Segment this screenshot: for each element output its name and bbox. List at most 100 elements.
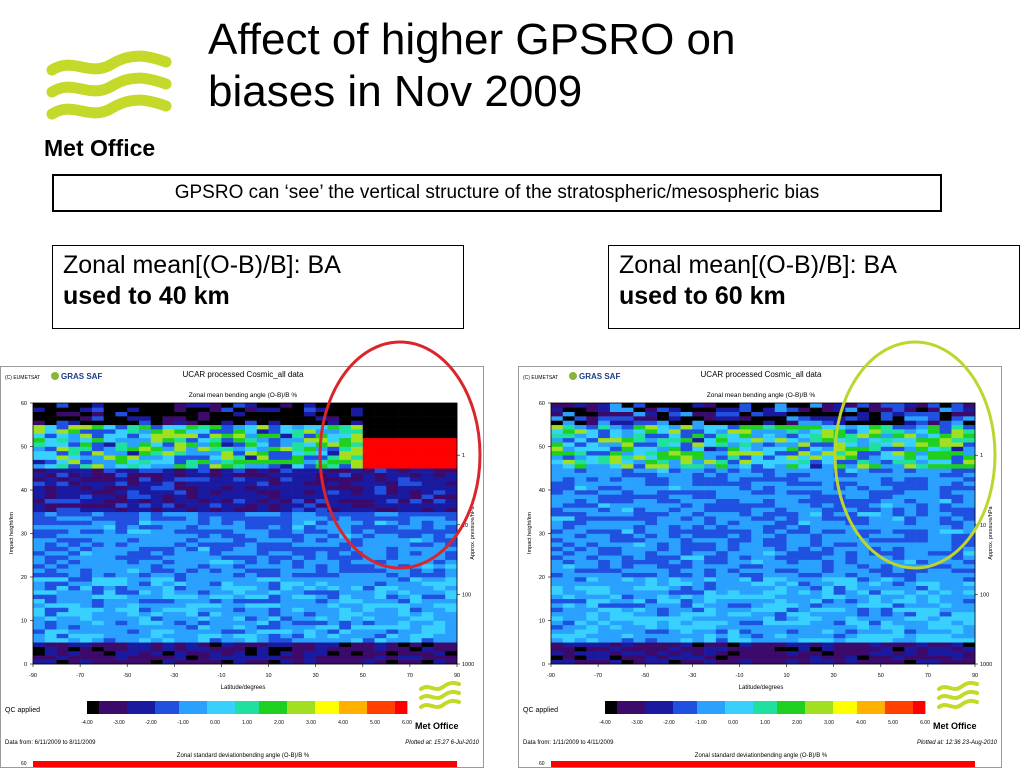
heatmap-cell: [292, 542, 305, 547]
heatmap-cell: [633, 446, 646, 452]
heatmap-cell: [680, 624, 693, 630]
heatmap-cell: [692, 633, 705, 639]
heatmap-cell: [821, 555, 834, 560]
heatmap-cell: [927, 533, 940, 539]
heatmap-cell: [633, 481, 646, 486]
heatmap-cell: [315, 429, 328, 434]
colorbar-segment: [223, 701, 228, 714]
heatmap-cell: [233, 581, 246, 586]
heatmap-cell: [680, 503, 693, 508]
heatmap-cell: [727, 529, 740, 534]
heatmap-cell: [810, 494, 823, 499]
heatmap-cell: [103, 590, 116, 595]
heatmap-cell: [774, 572, 787, 578]
heatmap-cell: [386, 403, 399, 408]
heatmap-cell: [80, 481, 93, 486]
heatmap-cell: [939, 420, 952, 426]
heatmap-cell: [268, 590, 281, 595]
heatmap-cell: [339, 550, 352, 556]
heatmap-cell: [280, 533, 293, 539]
heatmap-cell: [692, 603, 705, 608]
heatmap-cell: [963, 476, 976, 482]
heatmap-cell: [927, 650, 940, 656]
heatmap-cell: [409, 433, 422, 439]
heatmap-cell: [139, 620, 152, 626]
heatmap-cell: [904, 546, 917, 552]
heatmap-cell: [33, 533, 46, 539]
heatmap-cell: [786, 659, 799, 665]
heatmap-cell: [115, 446, 128, 452]
heatmap-cell: [739, 494, 752, 499]
heatmap-cell: [103, 642, 116, 647]
heatmap-cell: [44, 603, 57, 608]
heatmap-cell: [398, 581, 411, 586]
heatmap-cell: [292, 403, 305, 408]
heatmap-cell: [362, 481, 375, 486]
heatmap-cell: [821, 629, 834, 634]
heatmap-cell: [233, 537, 246, 543]
heatmap-cell: [445, 455, 458, 460]
heatmap-cell: [574, 624, 587, 630]
heatmap-cell: [798, 529, 811, 534]
heatmap-cell: [150, 507, 163, 513]
heatmap-cell: [574, 563, 587, 569]
heatmap-cell: [433, 463, 446, 469]
heatmap-cell: [609, 624, 622, 630]
heatmap-cell: [197, 629, 210, 634]
heatmap-cell: [680, 559, 693, 565]
heatmap-cell: [186, 598, 199, 604]
heatmap-cell: [810, 594, 823, 600]
heatmap-cell: [939, 633, 952, 639]
heatmap-cell: [362, 542, 375, 547]
heatmap-cell: [786, 485, 799, 491]
heatmap-cell: [409, 629, 422, 634]
heatmap-cell: [351, 476, 364, 482]
heatmap-cell: [821, 455, 834, 460]
heatmap-cell: [268, 459, 281, 465]
heatmap-cell: [186, 585, 199, 591]
heatmap-cell: [927, 603, 940, 608]
heatmap-cell: [704, 507, 717, 513]
heatmap-cell: [139, 429, 152, 434]
heatmap-cell: [174, 542, 187, 547]
heatmap-cell: [150, 616, 163, 621]
heatmap-cell: [33, 633, 46, 639]
heatmap-cell: [339, 516, 352, 521]
heatmap-cell: [880, 594, 893, 600]
heatmap-cell: [727, 437, 740, 443]
heatmap-cell: [44, 620, 57, 626]
heatmap-cell: [197, 598, 210, 604]
heatmap-cell: [786, 620, 799, 626]
heatmap-cell: [362, 407, 375, 412]
heatmap-cell: [727, 572, 740, 578]
heatmap-cell: [339, 511, 352, 517]
heatmap-cell: [680, 537, 693, 543]
heatmap-cell: [810, 403, 823, 408]
chart-title: UCAR processed Cosmic_all data: [183, 370, 304, 379]
heatmap-cell: [362, 585, 375, 591]
heatmap-cell: [574, 442, 587, 447]
heatmap-cell: [339, 450, 352, 456]
heatmap-cell: [127, 629, 140, 634]
heatmap-cell: [810, 598, 823, 604]
heatmap-cell: [209, 603, 222, 608]
heatmap-cell: [763, 577, 776, 582]
heatmap-cell: [103, 542, 116, 547]
x-axis-label: Latitude/degrees: [221, 685, 266, 691]
heatmap-cell: [810, 585, 823, 591]
heatmap-cell: [551, 407, 564, 412]
heatmap-cell: [292, 520, 305, 526]
heatmap-cell: [751, 416, 764, 421]
heatmap-cell: [598, 516, 611, 521]
heatmap-cell: [292, 550, 305, 556]
heatmap-cell: [421, 598, 434, 604]
heatmap-cell: [786, 476, 799, 482]
heatmap-cell: [292, 485, 305, 491]
heatmap-cell: [103, 494, 116, 499]
colorbar-segment: [825, 701, 830, 714]
heatmap-cell: [374, 555, 387, 560]
heatmap-cell: [315, 476, 328, 482]
heatmap-cell: [280, 411, 293, 417]
heatmap-cell: [657, 598, 670, 604]
heatmap-cell: [704, 624, 717, 630]
